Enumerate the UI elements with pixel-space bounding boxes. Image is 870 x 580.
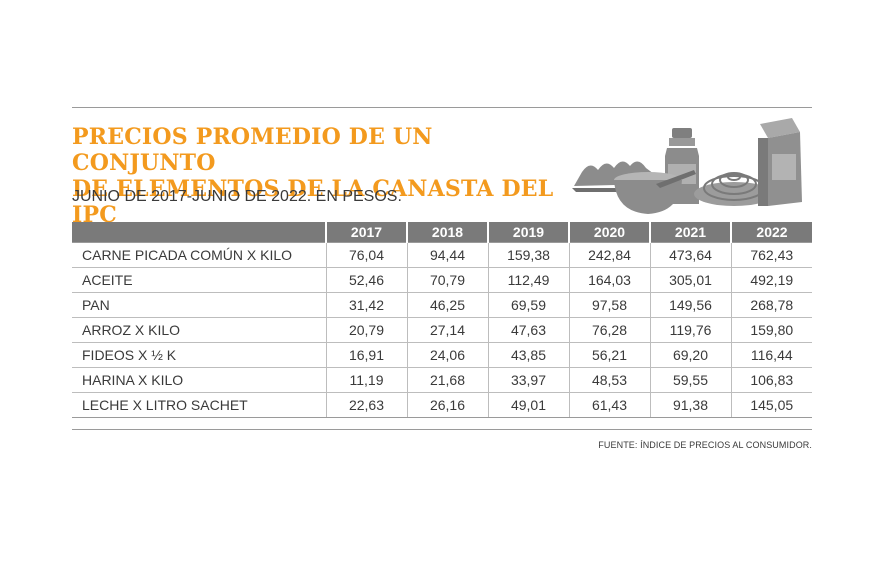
- table-cell: 91,38: [649, 392, 731, 418]
- column-header: [72, 222, 326, 243]
- table-cell: 145,05: [730, 392, 812, 418]
- table-cell: 106,83: [730, 367, 812, 393]
- table-cell: 16,91: [325, 342, 407, 368]
- table-cell: 159,80: [730, 317, 812, 343]
- table-cell: 24,06: [406, 342, 488, 368]
- row-label: FIDEOS X ½ K: [72, 342, 326, 368]
- table-row: ARROZ X KILO 20,79 27,14 47,63 76,28 119…: [72, 317, 812, 343]
- table-cell: 112,49: [487, 267, 569, 293]
- column-header: 2018: [406, 222, 488, 243]
- grocery-illustration: [572, 118, 802, 214]
- table-cell: 48,53: [568, 367, 650, 393]
- column-header: 2022: [730, 222, 812, 243]
- table-cell: 69,59: [487, 292, 569, 318]
- column-header: 2017: [325, 222, 407, 243]
- table-cell: 76,28: [568, 317, 650, 343]
- table-cell: 43,85: [487, 342, 569, 368]
- row-label: PAN: [72, 292, 326, 318]
- table-cell: 59,55: [649, 367, 731, 393]
- table-cell: 242,84: [568, 242, 650, 268]
- price-table: 2017 2018 2019 2020 2021 2022 CARNE PICA…: [72, 222, 812, 418]
- top-rule: [72, 107, 812, 108]
- table-cell: 268,78: [730, 292, 812, 318]
- title-line-1: PRECIOS PROMEDIO DE UN CONJUNTO: [72, 124, 433, 176]
- table-cell: 26,16: [406, 392, 488, 418]
- table-cell: 116,44: [730, 342, 812, 368]
- title-line-2: DE ELEMENTOS DE LA CANASTA DEL IPC: [72, 176, 554, 228]
- table-row: HARINA X KILO 11,19 21,68 33,97 48,53 59…: [72, 367, 812, 393]
- table-row: PAN 31,42 46,25 69,59 97,58 149,56 268,7…: [72, 292, 812, 318]
- milk-carton-icon: [758, 118, 802, 206]
- table-cell: 473,64: [649, 242, 731, 268]
- table-cell: 149,56: [649, 292, 731, 318]
- table-cell: 49,01: [487, 392, 569, 418]
- table-cell: 97,58: [568, 292, 650, 318]
- table-cell: 61,43: [568, 392, 650, 418]
- table-cell: 164,03: [568, 267, 650, 293]
- row-label: HARINA X KILO: [72, 367, 326, 393]
- table-cell: 94,44: [406, 242, 488, 268]
- table-cell: 76,04: [325, 242, 407, 268]
- table-cell: 159,38: [487, 242, 569, 268]
- table-cell: 492,19: [730, 267, 812, 293]
- table-row: LECHE X LITRO SACHET 22,63 26,16 49,01 6…: [72, 392, 812, 418]
- table-cell: 69,20: [649, 342, 731, 368]
- table-cell: 27,14: [406, 317, 488, 343]
- pasta-plate-icon: [694, 172, 774, 206]
- table-cell: 21,68: [406, 367, 488, 393]
- page-title: PRECIOS PROMEDIO DE UN CONJUNTO DE ELEME…: [72, 124, 572, 228]
- table-cell: 52,46: [325, 267, 407, 293]
- table-cell: 47,63: [487, 317, 569, 343]
- table-row: ACEITE 52,46 70,79 112,49 164,03 305,01 …: [72, 267, 812, 293]
- row-label: LECHE X LITRO SACHET: [72, 392, 326, 418]
- table-cell: 305,01: [649, 267, 731, 293]
- table-cell: 11,19: [325, 367, 407, 393]
- table-cell: 762,43: [730, 242, 812, 268]
- row-label: ARROZ X KILO: [72, 317, 326, 343]
- table-row: FIDEOS X ½ K 16,91 24,06 43,85 56,21 69,…: [72, 342, 812, 368]
- row-label: ACEITE: [72, 267, 326, 293]
- table-cell: 20,79: [325, 317, 407, 343]
- column-header: 2020: [568, 222, 650, 243]
- subtitle: JUNIO DE 2017-JUNIO DE 2022. EN PESOS.: [72, 188, 402, 205]
- column-header: 2019: [487, 222, 569, 243]
- table-row: CARNE PICADA COMÚN X KILO 76,04 94,44 15…: [72, 242, 812, 268]
- table-cell: 33,97: [487, 367, 569, 393]
- bottom-rule: [72, 429, 812, 430]
- row-label: CARNE PICADA COMÚN X KILO: [72, 242, 326, 268]
- column-header: 2021: [649, 222, 731, 243]
- table-cell: 22,63: [325, 392, 407, 418]
- table-cell: 31,42: [325, 292, 407, 318]
- source-note: FUENTE: ÍNDICE DE PRECIOS AL CONSUMIDOR.: [598, 440, 812, 450]
- table-header-row: 2017 2018 2019 2020 2021 2022: [72, 222, 812, 243]
- bowl-icon: [614, 170, 696, 214]
- table-cell: 119,76: [649, 317, 731, 343]
- table-cell: 70,79: [406, 267, 488, 293]
- table-cell: 56,21: [568, 342, 650, 368]
- table-cell: 46,25: [406, 292, 488, 318]
